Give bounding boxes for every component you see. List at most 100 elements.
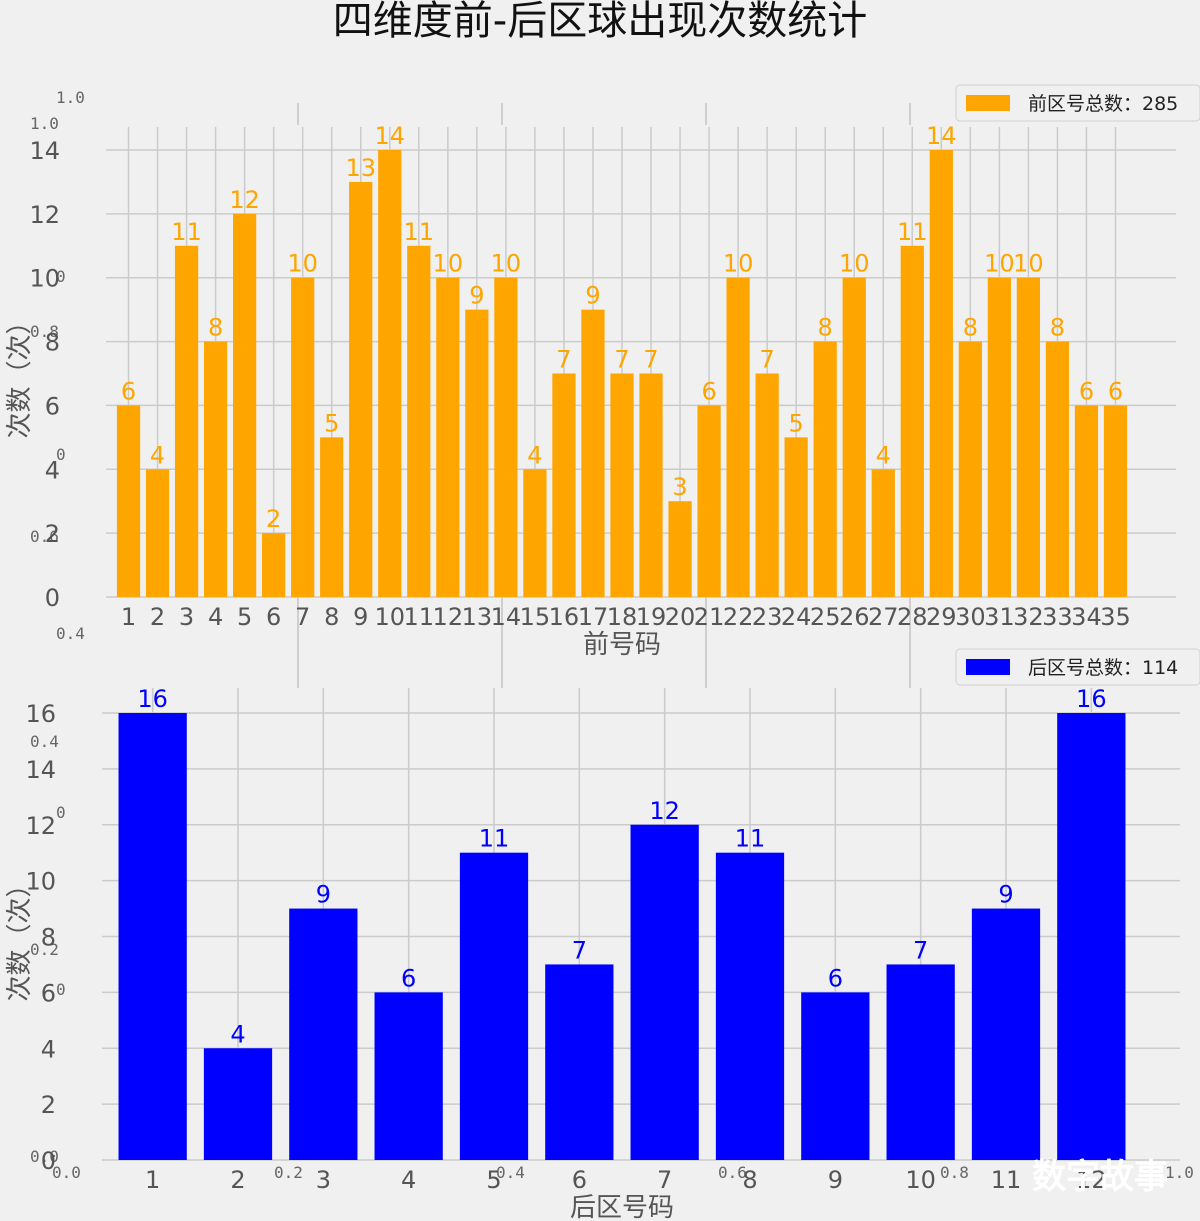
bar <box>465 309 489 597</box>
y-tick-label: 8 <box>41 924 56 952</box>
x-tick-label: 23 <box>752 603 783 631</box>
ghost-tick-label: 0.0 <box>30 1147 59 1166</box>
bar-value-label: 4 <box>150 441 165 469</box>
ghost-tick-label: 0.4 <box>496 1163 525 1182</box>
bar-value-label: 14 <box>926 122 957 150</box>
bar-value-label: 6 <box>401 964 416 992</box>
y-tick-label: 6 <box>41 979 56 1007</box>
bar <box>726 277 750 597</box>
bar-value-label: 9 <box>316 881 331 909</box>
bar <box>958 341 982 597</box>
legend-swatch <box>966 659 1010 675</box>
bar <box>145 469 170 597</box>
x-axis-title: 后区号码 <box>570 1193 674 1221</box>
bar-value-label: 7 <box>643 346 658 374</box>
bar-value-label: 7 <box>913 936 928 964</box>
bar-value-label: 9 <box>585 282 600 310</box>
bar <box>203 1048 273 1160</box>
front-zone-panel: 0246810121461421138412526107581391410111… <box>5 84 1200 660</box>
x-tick-label: 6 <box>266 603 281 631</box>
x-tick-label: 5 <box>237 603 252 631</box>
bar-value-label: 6 <box>1079 377 1094 405</box>
ghost-tick-label: 0 <box>56 267 66 286</box>
x-tick-label: 25 <box>810 603 841 631</box>
x-tick-label: 2 <box>230 1166 245 1194</box>
bar <box>116 405 141 597</box>
bar <box>552 373 576 597</box>
bar <box>813 341 837 597</box>
bar <box>459 852 529 1160</box>
bar <box>203 341 228 597</box>
x-tick-label: 12 <box>433 603 464 631</box>
bar <box>1016 277 1041 597</box>
bar <box>987 277 1011 597</box>
x-tick-label: 19 <box>636 603 667 631</box>
bar-value-label: 6 <box>1108 377 1123 405</box>
x-tick-label: 28 <box>897 603 928 631</box>
y-tick-label: 6 <box>45 392 60 420</box>
y-tick-label: 4 <box>45 456 60 484</box>
bar-value-label: 16 <box>137 685 168 713</box>
x-axis-title: 前号码 <box>583 630 661 660</box>
bar <box>610 373 634 597</box>
bar <box>494 277 518 597</box>
bar-value-label: 11 <box>735 825 766 853</box>
ghost-tick-label: 1.0 <box>1165 1163 1194 1182</box>
bar-value-label: 8 <box>818 314 833 342</box>
legend-box <box>955 648 1200 686</box>
bar <box>1045 341 1070 597</box>
bar <box>697 405 721 597</box>
x-tick-label: 6 <box>572 1166 587 1194</box>
y-axis-title: 次数（次） <box>5 308 35 438</box>
bar <box>407 245 431 598</box>
bar-value-label: 7 <box>572 936 587 964</box>
ghost-tick-label: 0.4 <box>30 732 59 751</box>
x-tick-label: 4 <box>401 1166 416 1194</box>
bar-value-label: 10 <box>723 250 754 278</box>
x-tick-label: 12 <box>1076 1166 1107 1194</box>
bar-value-label: 6 <box>121 377 136 405</box>
bar <box>289 908 358 1160</box>
bar <box>971 908 1041 1160</box>
bar-value-label: 10 <box>1013 250 1044 278</box>
bar-value-label: 10 <box>491 250 522 278</box>
x-tick-label: 16 <box>549 603 580 631</box>
bar-value-label: 11 <box>479 825 510 853</box>
ghost-tick-label: 0.6 <box>30 527 59 546</box>
x-tick-label: 3 <box>316 1166 331 1194</box>
bar-value-label: 8 <box>963 314 978 342</box>
y-tick-label: 14 <box>25 756 56 784</box>
x-tick-label: 30 <box>955 603 986 631</box>
x-tick-label: 34 <box>1071 603 1102 631</box>
bar <box>929 150 953 597</box>
ghost-tick-label: 0 <box>56 803 66 822</box>
x-tick-label: 8 <box>324 603 339 631</box>
x-tick-label: 20 <box>665 603 696 631</box>
bar-value-label: 16 <box>1076 685 1107 713</box>
bar <box>320 437 344 597</box>
bar <box>715 852 785 1160</box>
ghost-tick-label: 1.0 <box>56 88 85 107</box>
legend-label: 后区号总数：114 <box>1028 657 1178 679</box>
legend-label: 前区号总数：285 <box>1028 93 1178 115</box>
bar-value-label: 7 <box>614 346 629 374</box>
y-tick-label: 16 <box>25 700 56 728</box>
x-tick-label: 21 <box>694 603 725 631</box>
bar <box>349 181 373 597</box>
bar-value-label: 11 <box>897 218 928 246</box>
x-tick-label: 13 <box>462 603 493 631</box>
bar-value-label: 4 <box>230 1020 245 1048</box>
bar-value-label: 14 <box>374 122 405 150</box>
x-tick-label: 9 <box>353 603 368 631</box>
bar <box>871 469 895 597</box>
bar <box>118 713 187 1160</box>
bar <box>174 245 199 598</box>
ghost-tick-label: 1.0 <box>30 114 59 133</box>
legend-swatch <box>966 95 1010 111</box>
bar-value-label: 7 <box>760 346 775 374</box>
bar-value-label: 10 <box>287 250 318 278</box>
ghost-tick-label: 0.2 <box>30 940 59 959</box>
bar <box>233 213 257 597</box>
bar <box>900 245 924 598</box>
bar-value-label: 4 <box>527 441 542 469</box>
